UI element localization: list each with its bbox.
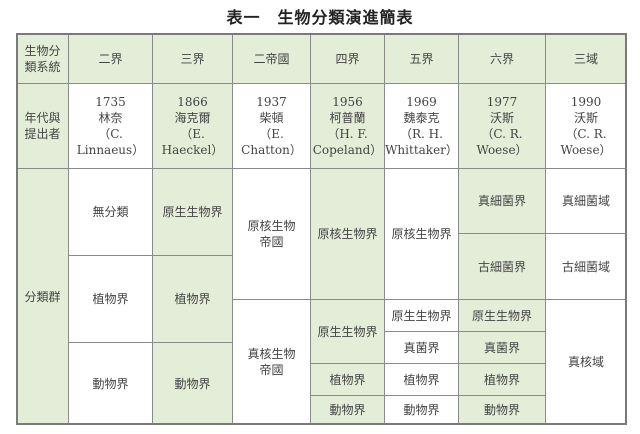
- group-cell: 原生生物界: [384, 299, 459, 332]
- group-cell: 動物界: [310, 395, 385, 425]
- group-cell: 動物界: [384, 395, 459, 425]
- group-cell: 真菌界: [458, 331, 546, 364]
- row-label-system: 生物分 類系統: [16, 33, 69, 84]
- proposer-cell: 1937 柴頓 （E. Chatton）: [232, 83, 311, 169]
- group-cell: 原生生物界: [310, 299, 385, 364]
- proposer-cell: 1969 魏泰克 （R. H. Whittaker）: [384, 83, 459, 169]
- table-title: 表一 生物分類演進簡表: [226, 8, 414, 27]
- group-cell: 古細菌界: [458, 233, 546, 300]
- group-cell: 真細菌域: [545, 168, 627, 234]
- group-cell: 原核生物界: [384, 168, 459, 300]
- group-cell: 古細菌域: [545, 233, 627, 300]
- group-cell: 植物界: [68, 255, 153, 343]
- proposer-cell: 1956 柯普蘭 （H. F. Copeland）: [310, 83, 385, 169]
- group-cell: 真細菌界: [458, 168, 546, 234]
- group-cell: 原核生物界: [310, 168, 385, 300]
- proposer-cell: 1977 沃斯 （C. R. Woese）: [458, 83, 546, 169]
- system-header: 三域: [545, 33, 627, 84]
- group-cell: 動物界: [68, 342, 153, 425]
- system-header: 四界: [310, 33, 385, 84]
- system-header: 五界: [384, 33, 459, 84]
- group-cell: 植物界: [310, 363, 385, 396]
- group-cell: 真核生物 帝國: [232, 299, 311, 425]
- system-header: 六界: [458, 33, 546, 84]
- proposer-cell: 1866 海克爾 （E. Haeckel）: [152, 83, 233, 169]
- system-header: 二帝國: [232, 33, 311, 84]
- group-cell: 植物界: [458, 363, 546, 396]
- group-cell: 原核生物 帝國: [232, 168, 311, 300]
- group-cell: 植物界: [152, 255, 233, 343]
- row-label-proposer: 年代與 提出者: [16, 83, 69, 169]
- row-label-groups: 分類群: [16, 168, 69, 425]
- system-header: 三界: [152, 33, 233, 84]
- group-cell: 原生生物界: [458, 299, 546, 332]
- group-cell: 植物界: [384, 363, 459, 396]
- group-cell: 真核域: [545, 299, 627, 425]
- system-header: 二界: [68, 33, 153, 84]
- group-cell: 原生生物界: [152, 168, 233, 256]
- group-cell: 動物界: [152, 342, 233, 425]
- group-cell: 動物界: [458, 395, 546, 425]
- group-cell: 真菌界: [384, 331, 459, 364]
- proposer-cell: 1735 林奈 （C. Linnaeus）: [68, 83, 153, 169]
- proposer-cell: 1990 沃斯 （C. R. Woese）: [545, 83, 627, 169]
- group-cell: 無分類: [68, 168, 153, 256]
